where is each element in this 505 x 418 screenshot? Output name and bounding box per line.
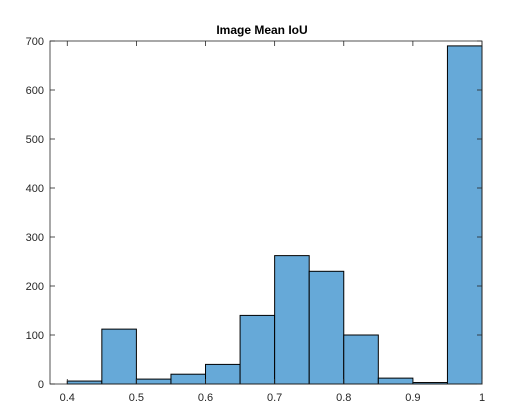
histogram-bar [446,45,483,385]
x-tick-label: 0.6 [198,392,213,404]
x-tick-label: 0.9 [405,392,420,404]
histogram-bar [308,270,345,385]
x-tick-label: 0.4 [60,392,75,404]
x-tick-label: 1 [479,392,485,404]
histogram-bar [377,377,414,385]
histogram-bar [343,334,379,385]
histogram-bar [205,363,241,385]
chart-title: Image Mean IoU [216,23,307,37]
histogram-bar [170,373,207,385]
histogram-bar [101,328,137,385]
y-tick-label: 400 [26,183,44,195]
x-tick-label: 0.8 [336,392,351,404]
y-tick-label: 500 [26,134,44,146]
x-tick-label: 0.7 [267,392,282,404]
y-tick-label: 600 [26,85,44,97]
axes-layer [49,40,483,385]
y-tick-label: 100 [26,330,44,342]
y-tick-label: 300 [26,232,44,244]
y-tick-label: 700 [26,36,44,48]
bars-layer [66,45,483,385]
histogram-bar [239,314,276,385]
y-tick-label: 200 [26,281,44,293]
ticks-layer: 0 100 200 300 400 500 600 700 0.4 0.5 0.6 0.7 0.8 0.9… [26,36,485,404]
x-tick-label: 0.5 [129,392,144,404]
histogram-bar [274,255,310,385]
histogram-bar [66,380,103,385]
plot-frame [49,40,483,385]
y-tick-label: 0 [38,379,44,391]
histogram-bar [135,378,172,385]
